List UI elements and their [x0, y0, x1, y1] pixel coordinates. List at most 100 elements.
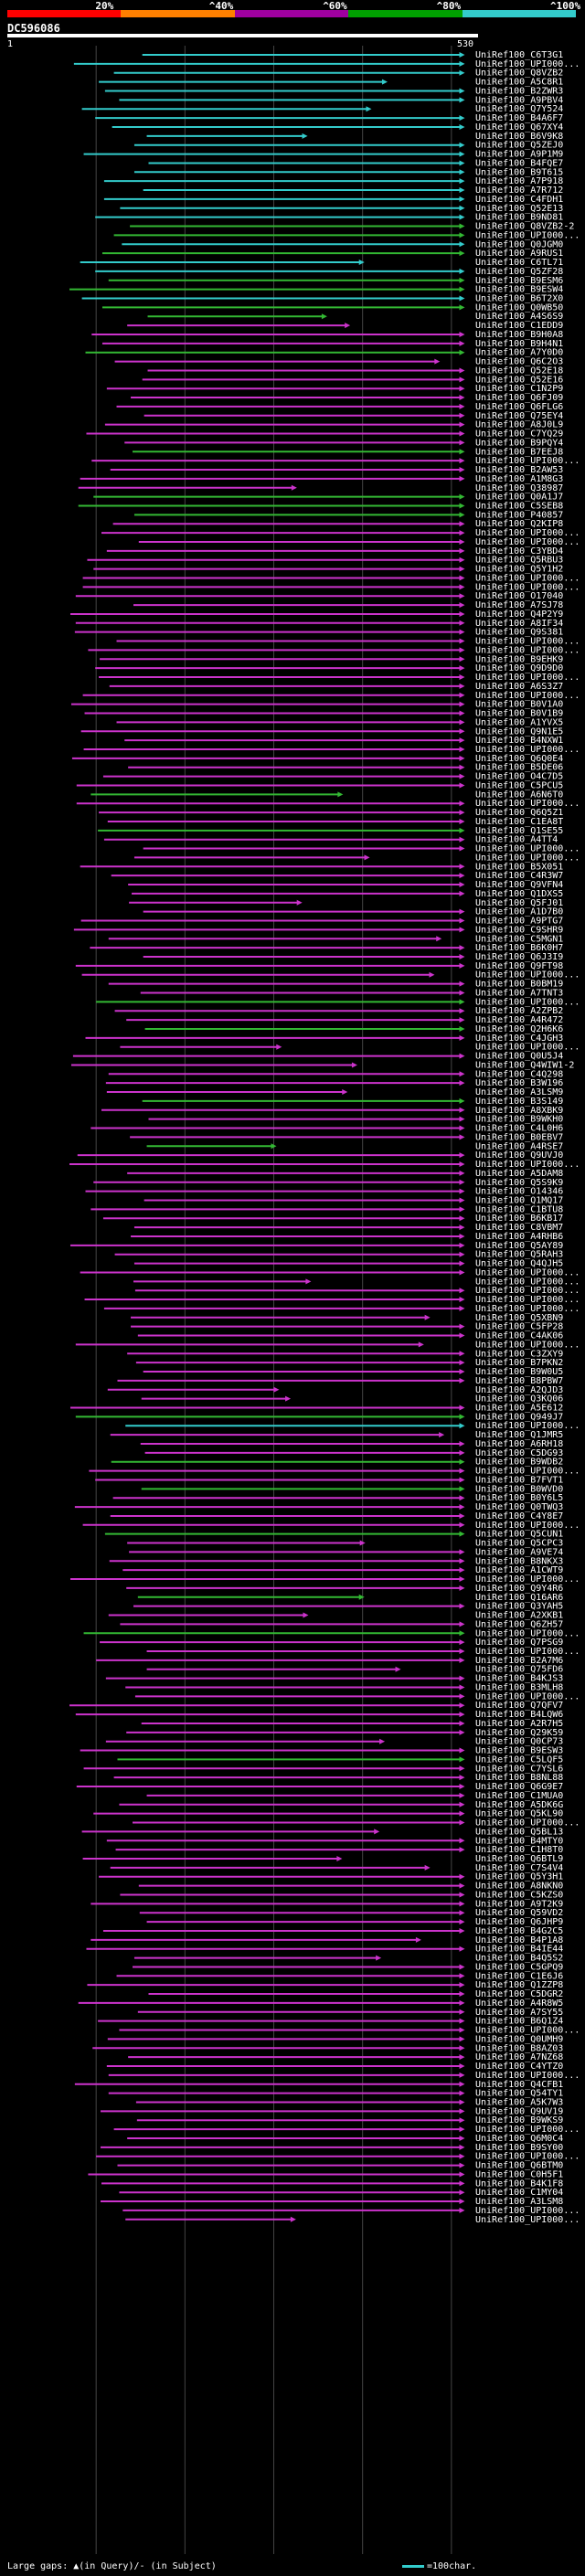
- hit-label[interactable]: UniRef100_Q6M0C4: [475, 2134, 563, 2144]
- hit-label[interactable]: UniRef100_Q5CUN1: [475, 1530, 563, 1540]
- hit-label[interactable]: UniRef100_C7YQ29: [475, 429, 563, 440]
- hit-label[interactable]: UniRef100_C3ZXY9: [475, 1349, 563, 1359]
- hit-label[interactable]: UniRef100_C4JGH3: [475, 1034, 563, 1044]
- hit-label[interactable]: UniRef100_Q59VD2: [475, 1908, 563, 1918]
- hit-label[interactable]: UniRef100_UPI000...: [475, 582, 580, 592]
- hit-label[interactable]: UniRef100_UPI000...: [475, 1160, 580, 1170]
- hit-label[interactable]: UniRef100_Q5ZF28: [475, 267, 563, 277]
- hit-label[interactable]: UniRef100_O4C7D5: [475, 772, 563, 782]
- hit-label[interactable]: UniRef100_A2ZPB2: [475, 1006, 563, 1016]
- hit-label[interactable]: UniRef100_Q7PSG9: [475, 1638, 563, 1648]
- hit-label[interactable]: UniRef100_Q5FJ01: [475, 898, 563, 908]
- hit-label[interactable]: UniRef100_B0Y6L5: [475, 1493, 563, 1503]
- hit-label[interactable]: UniRef100_Q6BTM0: [475, 2161, 563, 2171]
- hit-label[interactable]: UniRef100_C4AK06: [475, 1331, 563, 1341]
- hit-label[interactable]: UniRef100_Q1ZZP8: [475, 1980, 563, 1990]
- hit-label[interactable]: UniRef100_B7PKN2: [475, 1358, 563, 1368]
- hit-label[interactable]: UniRef100_Q5RAH3: [475, 1250, 563, 1260]
- hit-label[interactable]: UniRef100_B4P1A8: [475, 1935, 563, 1945]
- hit-label[interactable]: UniRef100_UPI000...: [475, 1467, 580, 1477]
- hit-label[interactable]: UniRef100_Q5Y3H1: [475, 1872, 563, 1882]
- hit-label[interactable]: UniRef100_Q8VZB2-2: [475, 222, 574, 232]
- hit-label[interactable]: UniRef100_Q0JGM0: [475, 239, 563, 249]
- hit-label[interactable]: UniRef100_Q6FJ09: [475, 393, 563, 403]
- hit-label[interactable]: UniRef100_A9RUS1: [475, 249, 563, 259]
- hit-label[interactable]: UniRef100_B3S149: [475, 1097, 563, 1107]
- hit-label[interactable]: UniRef100_B8NKX3: [475, 1556, 563, 1566]
- hit-label[interactable]: UniRef100_A9PBV4: [475, 95, 563, 105]
- hit-label[interactable]: UniRef100_Q9UV19: [475, 2106, 563, 2116]
- hit-label[interactable]: UniRef100_A4RHB6: [475, 1232, 563, 1242]
- hit-label[interactable]: UniRef100_Q5ZEJ0: [475, 141, 563, 151]
- hit-label[interactable]: UniRef100_Q6J3I9: [475, 952, 563, 962]
- hit-label[interactable]: UniRef100_A3LSM8: [475, 2197, 563, 2207]
- hit-label[interactable]: UniRef100_Q5BL13: [475, 1827, 563, 1837]
- hit-label[interactable]: UniRef100_Q7QFV7: [475, 1701, 563, 1711]
- hit-label[interactable]: UniRef100_A9PTG7: [475, 917, 563, 927]
- hit-label[interactable]: UniRef100_A6RH18: [475, 1439, 563, 1449]
- hit-label[interactable]: UniRef100_B4G2C5: [475, 1926, 563, 1936]
- hit-label[interactable]: UniRef100_Q6C2O3: [475, 357, 563, 367]
- hit-label[interactable]: UniRef100_B9ESW3: [475, 1746, 563, 1756]
- hit-label[interactable]: UniRef100_Q5KL90: [475, 1809, 563, 1819]
- hit-label[interactable]: UniRef100_Q54TY1: [475, 2089, 563, 2099]
- hit-label[interactable]: UniRef100_Q4WIW1-2: [475, 1060, 574, 1070]
- hit-label[interactable]: UniRef100_B9W0U5: [475, 1367, 563, 1377]
- hit-label[interactable]: UniRef100_UPI000...: [475, 691, 580, 701]
- hit-label[interactable]: UniRef100_UPI000...: [475, 1304, 580, 1314]
- hit-label[interactable]: UniRef100_Q5S9K9: [475, 1178, 563, 1188]
- hit-label[interactable]: UniRef100_UPI000...: [475, 1574, 580, 1585]
- hit-label[interactable]: UniRef100_UPI000...: [475, 745, 580, 755]
- hit-label[interactable]: UniRef100_B5X051: [475, 862, 563, 872]
- hit-label[interactable]: UniRef100_Q5CPC3: [475, 1539, 563, 1549]
- hit-label[interactable]: UniRef100_B7FVT1: [475, 1475, 563, 1485]
- hit-label[interactable]: UniRef100_A7NZ68: [475, 2052, 563, 2062]
- hit-label[interactable]: UniRef100_C5PCU5: [475, 780, 563, 790]
- hit-label[interactable]: UniRef100_Q9FT98: [475, 961, 563, 971]
- hit-label[interactable]: UniRef100_B2AW53: [475, 465, 563, 475]
- hit-label[interactable]: UniRef100_B5DE06: [475, 763, 563, 773]
- hit-label[interactable]: UniRef100_A5C8R1: [475, 78, 563, 88]
- hit-label[interactable]: UniRef100_B3W196: [475, 1078, 563, 1088]
- hit-label[interactable]: UniRef100_C5DGR2: [475, 1989, 563, 1999]
- hit-label[interactable]: UniRef100_C6T3G1: [475, 50, 563, 60]
- hit-label[interactable]: UniRef100_UPI000...: [475, 844, 580, 854]
- hit-label[interactable]: UniRef100_B4NXW1: [475, 736, 563, 746]
- hit-label[interactable]: UniRef100_UPI000...: [475, 970, 580, 981]
- hit-label[interactable]: UniRef100_A8NKN0: [475, 1882, 563, 1892]
- hit-label[interactable]: UniRef100_A9T2K9: [475, 1899, 563, 1909]
- hit-label[interactable]: UniRef100_C1MUA0: [475, 1791, 563, 1801]
- hit-label[interactable]: UniRef100_Q6ZH57: [475, 1619, 563, 1629]
- hit-label[interactable]: UniRef100_UPI000...: [475, 2071, 580, 2081]
- hit-label[interactable]: UniRef100_C1MY04: [475, 2188, 563, 2198]
- hit-label[interactable]: UniRef100_C4Y8E7: [475, 1511, 563, 1521]
- hit-label[interactable]: UniRef100_Q5AY89: [475, 1241, 563, 1251]
- hit-label[interactable]: UniRef100_A1D7B0: [475, 907, 563, 917]
- hit-label[interactable]: UniRef100_A1M8G3: [475, 474, 563, 484]
- hit-label[interactable]: UniRef100_C4R3W7: [475, 871, 563, 881]
- hit-label[interactable]: UniRef100_A7TNT3: [475, 988, 563, 998]
- hit-label[interactable]: UniRef100_A8IF34: [475, 619, 563, 629]
- hit-label[interactable]: UniRef100_B8PBW7: [475, 1376, 563, 1386]
- hit-label[interactable]: UniRef100_B6KB17: [475, 1214, 563, 1224]
- hit-label[interactable]: UniRef100_UPI000...: [475, 1295, 580, 1305]
- hit-label[interactable]: UniRef100_B4K1F8: [475, 2178, 563, 2189]
- hit-label[interactable]: UniRef100_Q4P2Y9: [475, 610, 563, 620]
- hit-label[interactable]: UniRef100_Q6JHP9: [475, 1917, 563, 1927]
- hit-label[interactable]: UniRef100_C1H8T0: [475, 1845, 563, 1855]
- hit-label[interactable]: UniRef100_B4KJS3: [475, 1674, 563, 1684]
- hit-label[interactable]: UniRef100_Q1DXS5: [475, 889, 563, 899]
- hit-label[interactable]: UniRef100_A1YVX5: [475, 717, 563, 727]
- hit-label[interactable]: UniRef100_Q6Q5Z1: [475, 808, 563, 818]
- hit-label[interactable]: UniRef100_Q9VFN4: [475, 880, 563, 890]
- hit-label[interactable]: UniRef100_C1E6J6: [475, 1971, 563, 1981]
- hit-label[interactable]: UniRef100_B9H4N1: [475, 339, 563, 349]
- hit-label[interactable]: UniRef100_B0WVD0: [475, 1484, 563, 1494]
- hit-label[interactable]: UniRef100_C4FDH1: [475, 195, 563, 205]
- hit-label[interactable]: UniRef100_Q0WB50: [475, 302, 563, 313]
- hit-label[interactable]: UniRef100_Q0U5J4: [475, 1052, 563, 1062]
- hit-label[interactable]: UniRef100_Q5RBU3: [475, 556, 563, 566]
- hit-label[interactable]: UniRef100_UPI000...: [475, 997, 580, 1007]
- hit-label[interactable]: UniRef100_A4TT4: [475, 835, 558, 845]
- hit-label[interactable]: UniRef100_B9T615: [475, 167, 563, 177]
